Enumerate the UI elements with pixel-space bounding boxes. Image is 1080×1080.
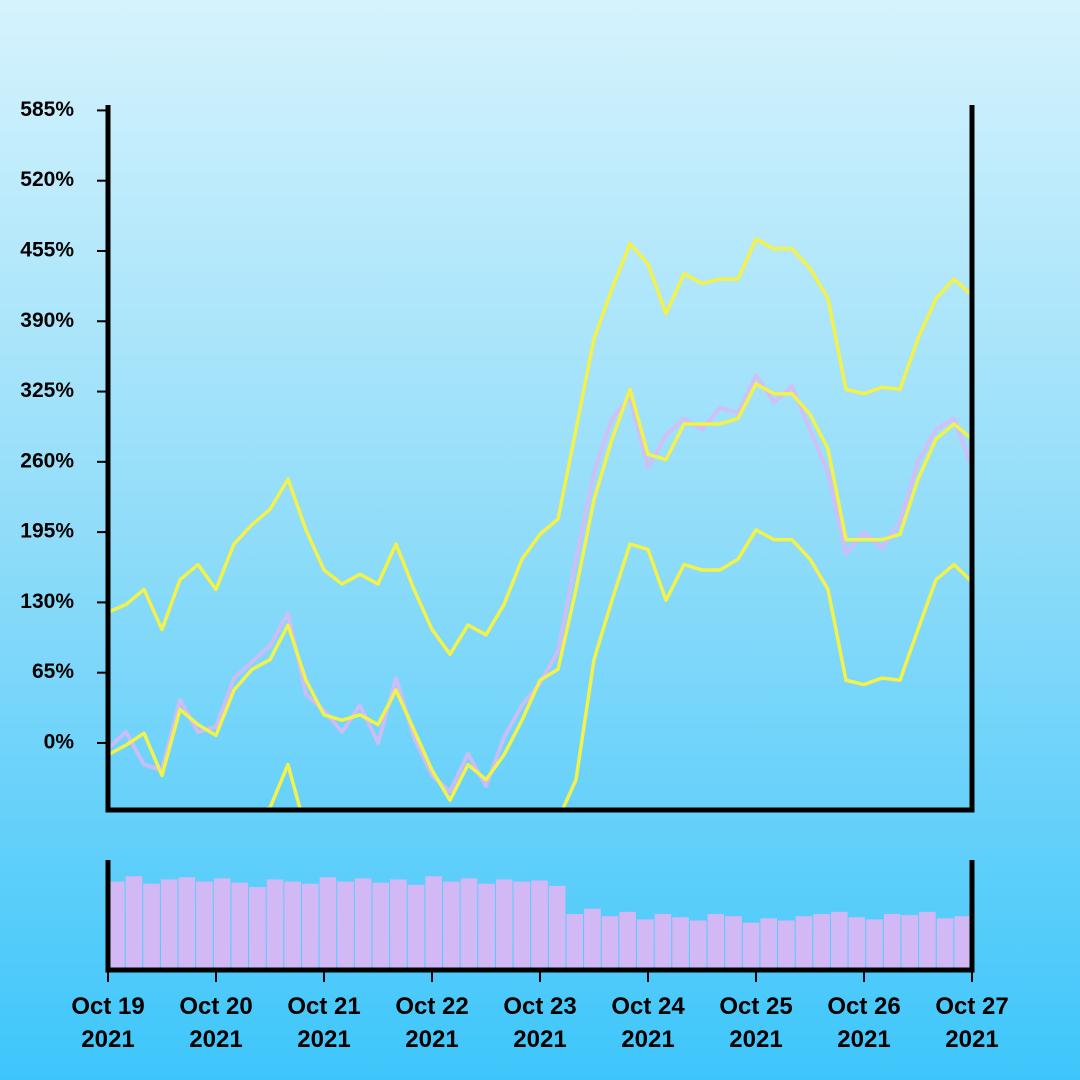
volume-bar xyxy=(531,880,548,968)
x-tick-label: Oct 19 2021 xyxy=(71,993,145,1053)
volume-bar xyxy=(319,877,337,968)
volume-bar xyxy=(354,878,372,968)
volume-bar xyxy=(848,917,866,968)
volume-bar xyxy=(443,881,460,968)
volume-bar xyxy=(301,883,319,968)
volume-bar xyxy=(372,882,390,968)
volume-bar xyxy=(936,918,954,968)
x-tick-label: Oct 23 2021 xyxy=(503,993,577,1053)
y-tick-label: 390% xyxy=(20,309,74,332)
band-line xyxy=(258,528,972,810)
y-tick-label: 585% xyxy=(20,98,74,121)
volume-bar xyxy=(266,879,284,968)
price-line xyxy=(108,373,972,794)
volume-bar xyxy=(725,916,742,968)
volume-bar xyxy=(742,922,760,968)
volume-bar xyxy=(125,876,143,968)
volume-bar xyxy=(143,883,160,968)
volume-bar xyxy=(778,920,795,968)
volume-bar xyxy=(513,881,531,968)
volume-bar xyxy=(566,914,584,968)
volume-bar xyxy=(548,885,566,968)
band-line xyxy=(108,382,972,803)
y-tick-label: 260% xyxy=(20,449,74,472)
volume-bar xyxy=(231,882,249,968)
volume-bar xyxy=(672,917,689,968)
axes: 0% 65% 130% 195% 260% 325% 390% 455% 520% 585% xyxy=(20,98,975,982)
volume-bar xyxy=(707,914,725,968)
volume-bar xyxy=(460,878,478,968)
volume-bar xyxy=(813,914,830,968)
volume-bar xyxy=(830,911,848,968)
volume-bar xyxy=(495,879,513,968)
x-tick-label: Oct 24 2021 xyxy=(611,993,685,1053)
volume-bar xyxy=(213,878,231,968)
volume-bar xyxy=(160,879,178,968)
x-tick-label: Oct 26 2021 xyxy=(827,993,901,1053)
volume-bar xyxy=(901,915,919,968)
y-tick-label: 455% xyxy=(20,239,74,262)
volume-bar xyxy=(196,881,213,968)
volume-bar xyxy=(654,914,672,968)
x-tick-label: Oct 25 2021 xyxy=(719,993,793,1053)
volume-bar xyxy=(636,919,654,968)
volume-bar xyxy=(178,877,196,968)
volume-bar xyxy=(337,881,354,968)
price-frame xyxy=(105,105,975,813)
x-tick-label: Oct 27 2021 xyxy=(935,993,1009,1053)
volume-bar xyxy=(478,883,495,968)
plot-area xyxy=(108,237,972,810)
volume-bar xyxy=(919,911,936,968)
volume-bar xyxy=(249,887,266,968)
volume-bar xyxy=(108,881,125,968)
volume-bar xyxy=(425,876,443,968)
y-tick-label: 0% xyxy=(44,731,75,754)
volume-panel xyxy=(108,876,971,968)
volume-bar xyxy=(866,919,883,968)
x-tick-label: Oct 21 2021 xyxy=(287,993,361,1053)
y-tick-label: 130% xyxy=(20,590,74,613)
volume-bar xyxy=(584,908,601,968)
x-tick-label: Oct 22 2021 xyxy=(395,993,469,1053)
y-tick-label: 325% xyxy=(20,379,74,402)
volume-bar xyxy=(954,916,971,968)
volume-bar xyxy=(883,914,901,968)
x-tick-label: Oct 20 2021 xyxy=(179,993,253,1053)
volume-bar xyxy=(284,881,301,968)
y-tick-label: 520% xyxy=(20,168,74,191)
volume-bar xyxy=(619,911,636,968)
volume-bar xyxy=(601,916,619,968)
volume-bar xyxy=(689,920,707,968)
y-tick-label: 195% xyxy=(20,520,74,543)
volume-bar xyxy=(795,916,813,968)
band-line xyxy=(108,237,972,657)
volume-bar xyxy=(390,879,407,968)
y-tick-label: 65% xyxy=(32,660,74,683)
volume-bar xyxy=(407,884,425,968)
volume-bar xyxy=(760,918,778,968)
